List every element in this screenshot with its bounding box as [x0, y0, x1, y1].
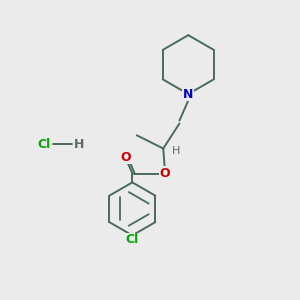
Text: Cl: Cl: [38, 138, 51, 151]
Text: H: H: [74, 138, 85, 151]
Text: Cl: Cl: [126, 233, 139, 246]
Text: N: N: [183, 88, 194, 100]
Text: O: O: [159, 167, 170, 180]
Text: H: H: [171, 146, 180, 156]
Text: O: O: [121, 151, 131, 164]
